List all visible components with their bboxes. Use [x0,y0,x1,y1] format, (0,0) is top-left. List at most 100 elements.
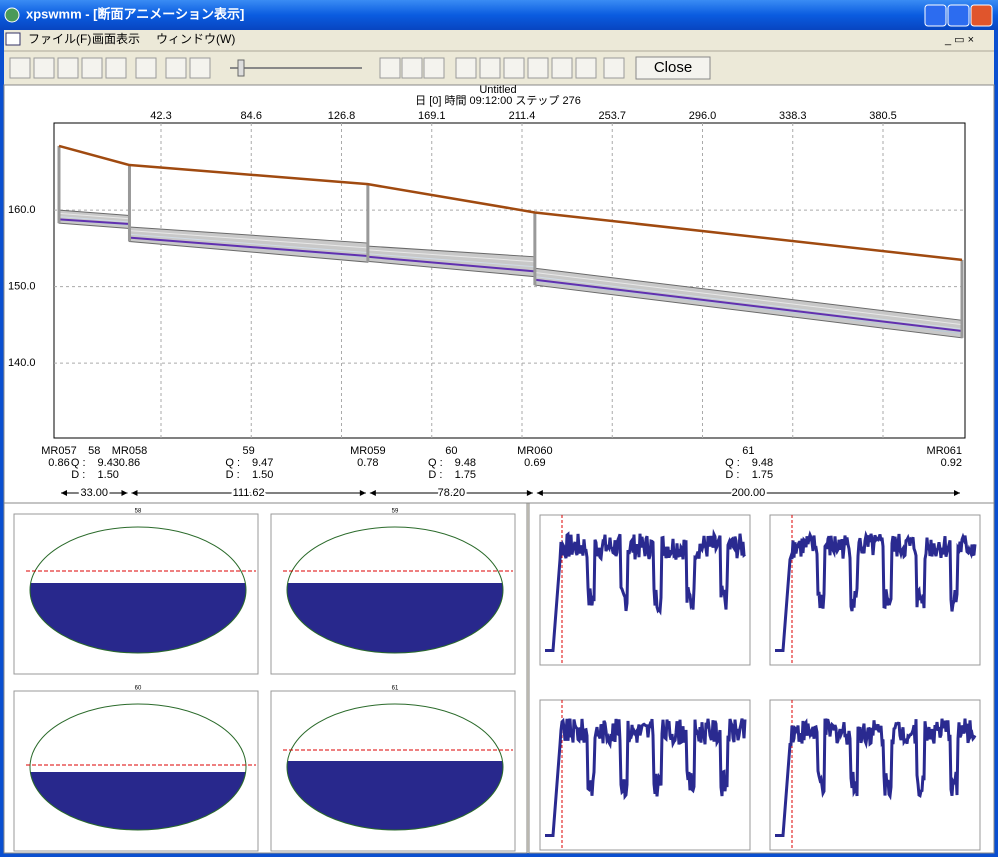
node-name: MR060 [517,445,552,457]
q-label: Q : [71,457,86,469]
d-label: D : [428,469,442,481]
q-label: Q : [428,457,443,469]
top-tick-label: 211.4 [509,110,536,122]
arrow-head [121,490,128,496]
section-title: 60 [135,686,142,692]
doc-icon [5,32,21,46]
toolbar-button[interactable] [479,57,501,79]
toolbar-button[interactable] [33,57,55,79]
arrow-head [359,490,366,496]
toolbar-button[interactable] [9,57,31,79]
hydro-frame [769,514,981,666]
toolbar-button[interactable] [165,57,187,79]
node-name: MR061 [927,445,962,457]
top-tick-label: 42.3 [150,110,171,122]
section-frame [13,513,259,675]
toolbar-button[interactable] [603,57,625,79]
close-button[interactable] [635,56,711,80]
node-value: 0.78 [357,457,378,469]
toolbar-button[interactable] [135,57,157,79]
arrow-head [536,490,543,496]
node-name: MR058 [112,445,147,457]
pipe-shade [534,271,963,326]
toolbar-button[interactable] [455,57,477,79]
top-tick-label: 169.1 [418,110,446,122]
section-title: 58 [135,509,142,515]
length-label: 200.00 [732,487,766,499]
pipe-shade [534,276,963,330]
section-title: 61 [392,686,399,692]
link-name: 60 [445,445,457,457]
top-tick-label: 296.0 [689,110,717,122]
profile-subtitle: 日 [0] 時間 09:12:00 ステップ 276 [415,94,581,107]
pipe-outline [29,703,247,831]
toolbar-button[interactable] [575,57,597,79]
water-fill [30,772,246,830]
toolbar-button[interactable] [379,57,401,79]
q-value: 9.48 [752,457,773,469]
pipe-shade [58,216,130,223]
toolbar-button[interactable] [527,57,549,79]
q-value: 9.48 [455,457,476,469]
section-frame [270,690,516,852]
length-label: 33.00 [80,487,108,499]
toolbar-button[interactable] [57,57,79,79]
close-label[interactable]: Close [654,59,692,76]
menu-item[interactable]: ウィンドウ(W) [156,32,235,46]
pipe-outline [286,526,504,654]
d-label: D : [226,469,240,481]
slider-thumb[interactable] [237,59,245,77]
mdi-controls[interactable]: _ ▭ × [944,34,974,46]
d-value: 1.50 [98,469,119,481]
toolbar-button[interactable] [105,57,127,79]
top-tick-label: 380.5 [869,110,897,122]
length-label: 78.20 [438,487,466,499]
q-value: 9.47 [252,457,273,469]
arrow-head [61,490,67,496]
q-value: 9.43 [98,457,119,469]
q-label: Q : [225,457,240,469]
water-line [129,236,368,258]
section-title: 59 [392,509,399,515]
d-value: 1.75 [752,469,773,481]
toolbar-button[interactable] [189,57,211,79]
section-frame [13,690,259,852]
d-label: D : [71,469,85,481]
toolbar-button[interactable] [401,57,423,79]
hydro-frame [539,514,751,666]
water-fill [287,583,503,653]
y-tick-label: 150.0 [8,281,36,293]
close-window-button[interactable] [970,4,993,27]
link-name: 59 [243,445,255,457]
water-fill [287,761,503,830]
q-label: Q : [725,457,740,469]
title-bar [0,0,998,30]
maximize-button[interactable] [947,4,970,27]
hydro-frame [769,699,981,851]
toolbar-button[interactable] [423,57,445,79]
y-tick-label: 140.0 [8,357,36,369]
hydro-frame [539,699,751,851]
minimize-button[interactable] [924,4,947,27]
hydrograph [775,530,977,652]
pipe-shade [58,212,130,220]
node-name: MR057 [41,445,76,457]
toolbar-button[interactable] [551,57,573,79]
toolbar-button[interactable] [81,57,103,79]
menu-item[interactable]: ファイル(F) [28,32,91,46]
top-tick-label: 126.8 [328,110,356,122]
top-tick-label: 84.6 [241,110,262,122]
hydrograph [545,717,747,837]
water-fill [30,583,246,653]
d-value: 1.50 [252,469,273,481]
pipe-outline [286,703,504,831]
node-name: MR059 [350,445,385,457]
water-line [367,255,535,273]
pipe-shade [129,230,368,249]
menu-item[interactable]: 画面表示 [92,32,140,46]
arrow-head [526,490,533,496]
window-title: xpswmm - [断面アニメーション表示] [26,6,244,21]
d-value: 1.75 [455,469,476,481]
toolbar-button[interactable] [503,57,525,79]
toolbar [9,57,625,79]
